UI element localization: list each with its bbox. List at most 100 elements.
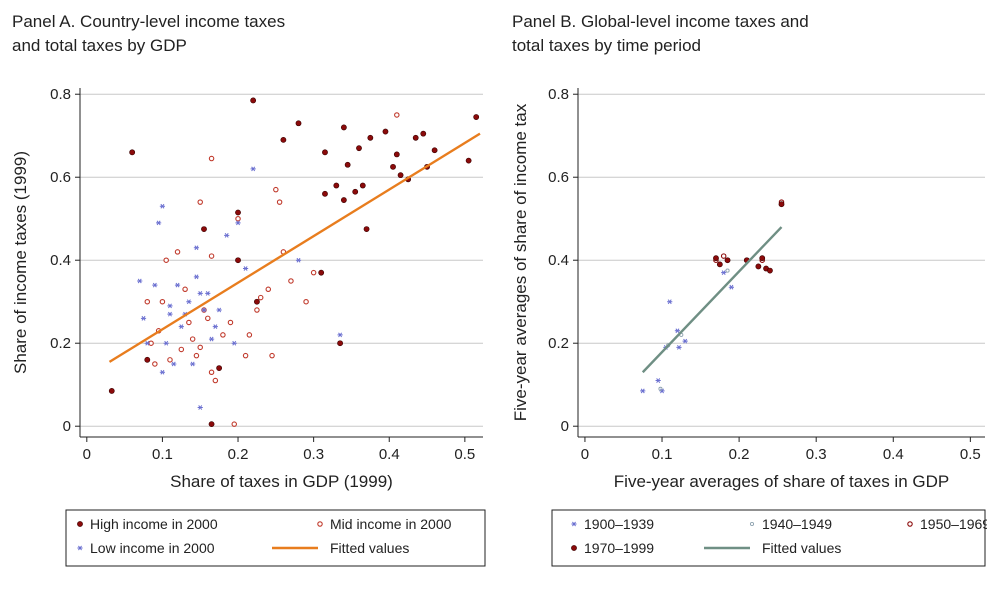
point bbox=[359, 182, 366, 189]
point bbox=[674, 328, 681, 334]
y-tick-label: 0.2 bbox=[548, 335, 569, 352]
x-tick-label: 0 bbox=[83, 446, 91, 463]
point bbox=[208, 421, 215, 428]
point bbox=[340, 124, 347, 131]
point bbox=[167, 357, 173, 363]
point bbox=[174, 249, 181, 255]
point bbox=[193, 274, 200, 280]
point bbox=[246, 332, 253, 338]
point bbox=[208, 369, 215, 376]
legend-swatch bbox=[317, 521, 323, 527]
point bbox=[276, 199, 283, 205]
legend-swatch bbox=[77, 545, 83, 551]
point bbox=[273, 186, 279, 193]
y-tick-label: 0 bbox=[561, 418, 569, 435]
x-tick-label: 0.1 bbox=[652, 446, 673, 463]
legend-label: Fitted values bbox=[762, 540, 841, 556]
point bbox=[265, 286, 272, 293]
point bbox=[431, 147, 438, 154]
y-tick-label: 0 bbox=[63, 418, 71, 435]
point bbox=[322, 149, 328, 156]
y-tick-label: 0.4 bbox=[548, 252, 569, 269]
point bbox=[137, 278, 143, 284]
point bbox=[190, 361, 196, 367]
point bbox=[473, 114, 480, 120]
point bbox=[144, 298, 151, 305]
point bbox=[159, 298, 166, 305]
legend-box bbox=[65, 509, 486, 567]
point bbox=[640, 388, 646, 394]
point bbox=[367, 134, 374, 141]
point bbox=[682, 338, 688, 344]
x-tick-label: 0.3 bbox=[806, 446, 827, 463]
legend-label: Fitted values bbox=[330, 540, 409, 556]
point bbox=[295, 257, 302, 263]
point bbox=[257, 294, 264, 301]
point bbox=[716, 261, 723, 268]
point bbox=[778, 201, 785, 208]
point bbox=[159, 203, 166, 209]
point bbox=[724, 257, 731, 264]
point bbox=[144, 356, 151, 363]
point bbox=[208, 253, 215, 259]
point bbox=[205, 315, 211, 322]
legend-swatch bbox=[749, 521, 755, 527]
point bbox=[337, 340, 343, 347]
point bbox=[201, 226, 207, 232]
point bbox=[728, 284, 734, 290]
legend-box bbox=[551, 509, 986, 567]
legend-swatch bbox=[571, 521, 577, 527]
point bbox=[208, 155, 215, 162]
legend-label: High income in 2000 bbox=[90, 516, 218, 532]
y-tick-label: 0.8 bbox=[548, 86, 569, 103]
chart-title: Panel B. Global-level income taxes and bbox=[512, 12, 809, 31]
point bbox=[163, 257, 169, 263]
x-tick-label: 0.4 bbox=[379, 446, 400, 463]
legend-label: 1950–1969 bbox=[920, 516, 987, 532]
legend-label: 1900–1939 bbox=[584, 516, 654, 532]
point bbox=[212, 324, 218, 329]
point bbox=[759, 255, 766, 262]
point bbox=[397, 172, 404, 179]
legend-label: Mid income in 2000 bbox=[330, 516, 452, 532]
point bbox=[235, 209, 241, 216]
point bbox=[197, 344, 203, 351]
point bbox=[178, 346, 185, 353]
point bbox=[108, 388, 115, 394]
point bbox=[201, 307, 207, 313]
point bbox=[235, 257, 241, 264]
x-tick-label: 0.5 bbox=[960, 446, 981, 463]
point bbox=[186, 319, 192, 326]
point bbox=[318, 269, 325, 276]
x-tick-label: 0.1 bbox=[152, 446, 173, 463]
point bbox=[420, 130, 427, 137]
point bbox=[394, 112, 400, 118]
point bbox=[412, 134, 419, 141]
point bbox=[713, 255, 719, 262]
point bbox=[235, 220, 241, 226]
point bbox=[197, 291, 203, 296]
point bbox=[193, 352, 200, 359]
y-axis-label: Five-year averages of share of income ta… bbox=[511, 103, 530, 421]
legend-label: 1940–1949 bbox=[762, 516, 832, 532]
legend-label: 1970–1999 bbox=[584, 540, 654, 556]
point bbox=[333, 182, 340, 189]
x-tick-label: 0.5 bbox=[454, 446, 475, 463]
x-tick-label: 0.3 bbox=[303, 446, 324, 463]
x-axis-label: Five-year averages of share of taxes in … bbox=[614, 472, 949, 491]
y-tick-label: 0.2 bbox=[50, 335, 71, 352]
point bbox=[171, 361, 177, 367]
point bbox=[352, 188, 359, 195]
point bbox=[721, 270, 727, 276]
legend-swatch bbox=[77, 521, 83, 527]
point bbox=[658, 386, 663, 391]
point bbox=[755, 263, 762, 270]
point bbox=[231, 340, 237, 346]
point bbox=[250, 97, 257, 104]
point bbox=[224, 232, 230, 238]
point bbox=[174, 282, 181, 288]
y-tick-label: 0.6 bbox=[50, 169, 71, 186]
point bbox=[178, 324, 184, 329]
point bbox=[659, 388, 665, 394]
legend-label: Low income in 2000 bbox=[90, 540, 215, 556]
